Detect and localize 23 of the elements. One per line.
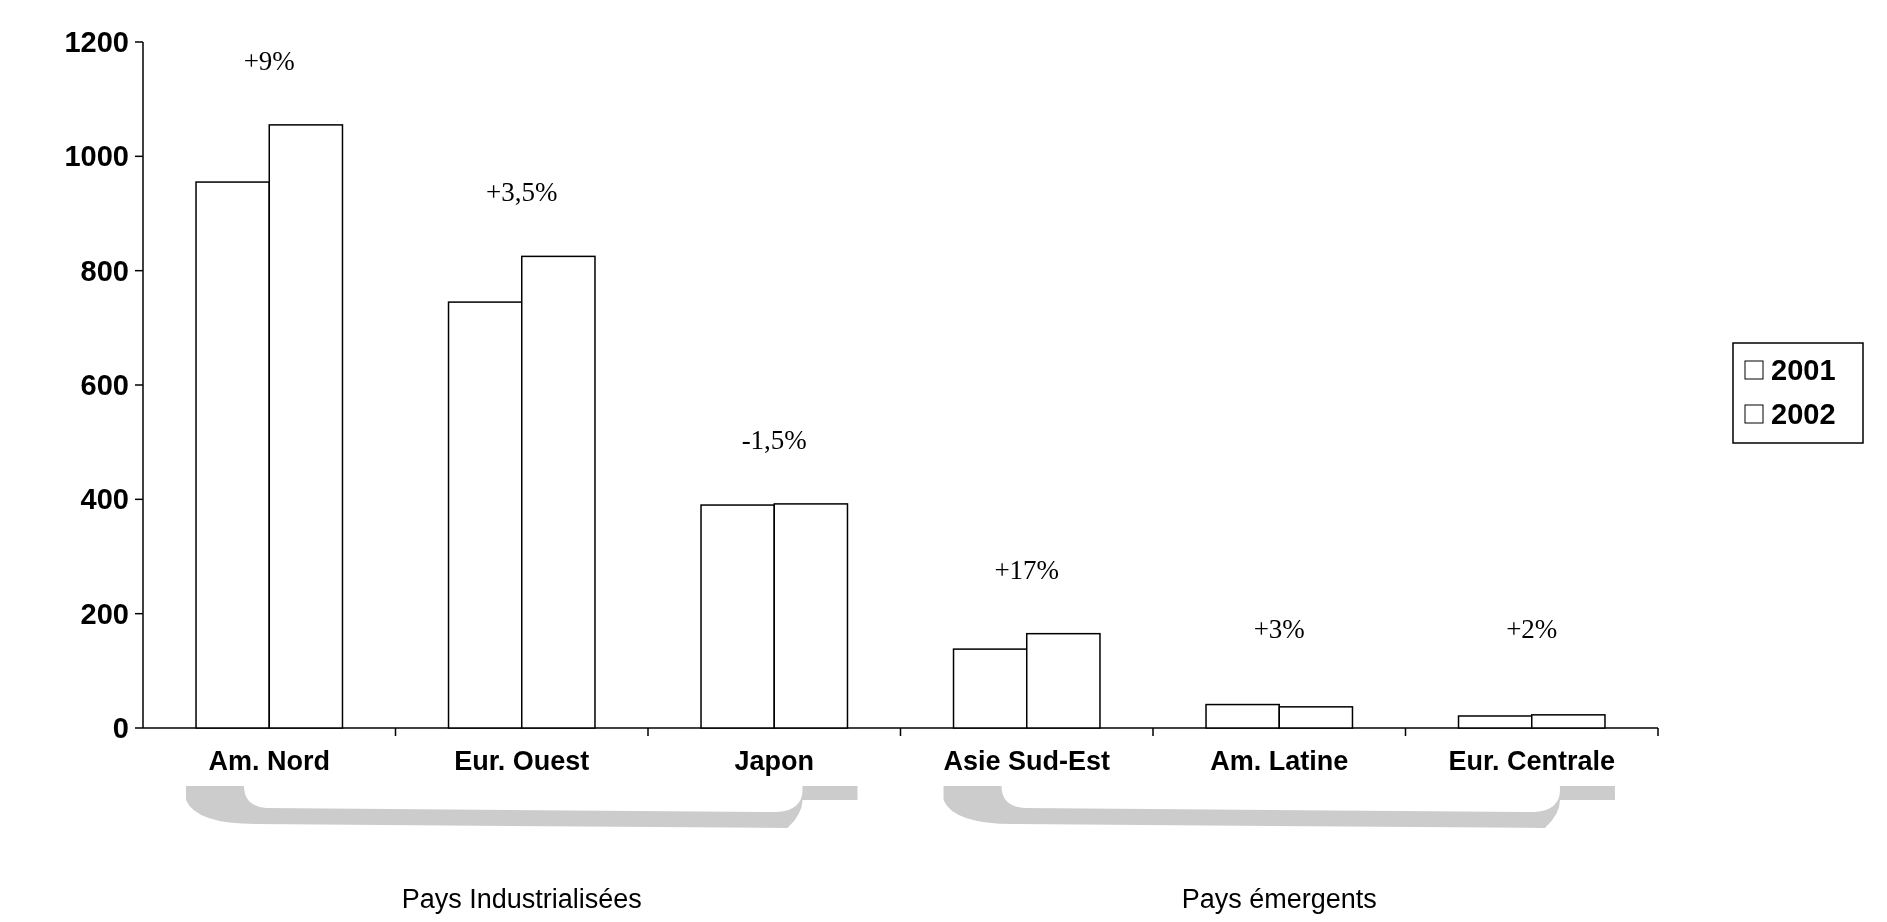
y-tick-label: 1200 bbox=[64, 26, 129, 59]
legend-label: 2001 bbox=[1771, 354, 1836, 387]
text: Pays émergents bbox=[1181, 884, 1377, 914]
x-tick-label: Asie Sud-Est bbox=[943, 746, 1111, 776]
x-tick-label: Japon bbox=[734, 746, 815, 776]
y-tick-label: 600 bbox=[80, 369, 129, 402]
y-tick-label: 0 bbox=[112, 712, 129, 745]
legend-label: 2002 bbox=[1771, 398, 1836, 431]
text: Pays Industrialisées bbox=[401, 884, 642, 914]
annotation: +2% bbox=[1506, 614, 1558, 644]
annotation: +3% bbox=[1253, 614, 1305, 644]
annotation: -1,5% bbox=[741, 424, 807, 455]
annotation: +17% bbox=[994, 554, 1060, 585]
y-tick-label: 1000 bbox=[64, 140, 129, 173]
x-tick-label: Am. Latine bbox=[1210, 746, 1349, 776]
x-tick-label: Eur. Ouest bbox=[454, 746, 590, 776]
y-tick-label: 800 bbox=[80, 254, 129, 287]
annotation: +3,5% bbox=[486, 177, 558, 208]
x-tick-label: Am. Nord bbox=[208, 746, 330, 776]
y-tick-label: 200 bbox=[80, 597, 129, 630]
annotation: +9% bbox=[243, 45, 295, 76]
y-tick-label: 400 bbox=[80, 483, 129, 516]
x-tick-label: Eur. Centrale bbox=[1448, 746, 1616, 776]
